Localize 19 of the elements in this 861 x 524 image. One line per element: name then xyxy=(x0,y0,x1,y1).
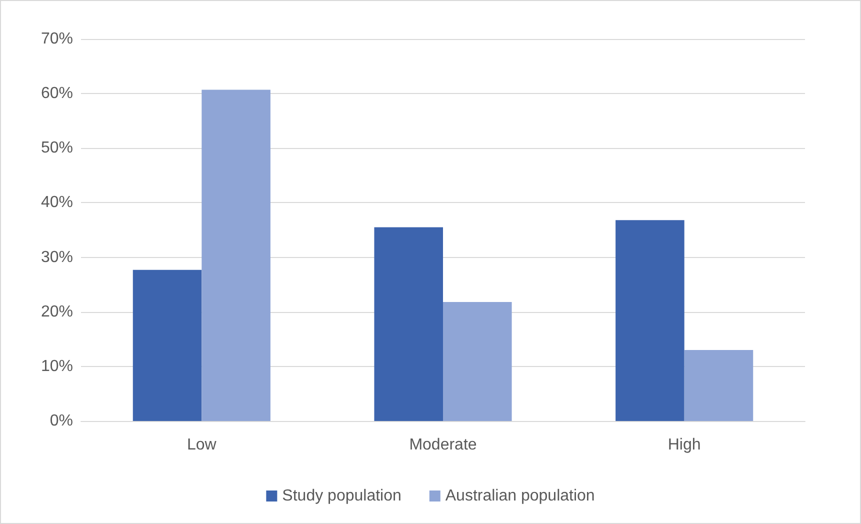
bar xyxy=(132,270,202,421)
y-tick-label: 10% xyxy=(40,358,73,375)
x-tick-label: High xyxy=(668,436,701,454)
y-tick-label: 20% xyxy=(40,303,73,320)
bar xyxy=(684,350,754,421)
y-tick-label: 30% xyxy=(40,248,73,266)
y-tick-label: 70% xyxy=(40,30,73,48)
y-tick-label: 50% xyxy=(40,140,73,157)
y-tick-label: 0% xyxy=(50,412,73,430)
y-tick-label: 60% xyxy=(40,85,73,102)
bar xyxy=(616,220,684,421)
legend-label: Australian population xyxy=(445,488,595,504)
y-tick-label: 40% xyxy=(40,194,73,212)
bar xyxy=(202,90,270,421)
legend-label: Study population xyxy=(282,488,402,504)
x-tick-label: Low xyxy=(186,436,217,454)
x-tick-label: Moderate xyxy=(409,436,477,454)
bar xyxy=(374,227,443,421)
bar xyxy=(443,302,512,421)
